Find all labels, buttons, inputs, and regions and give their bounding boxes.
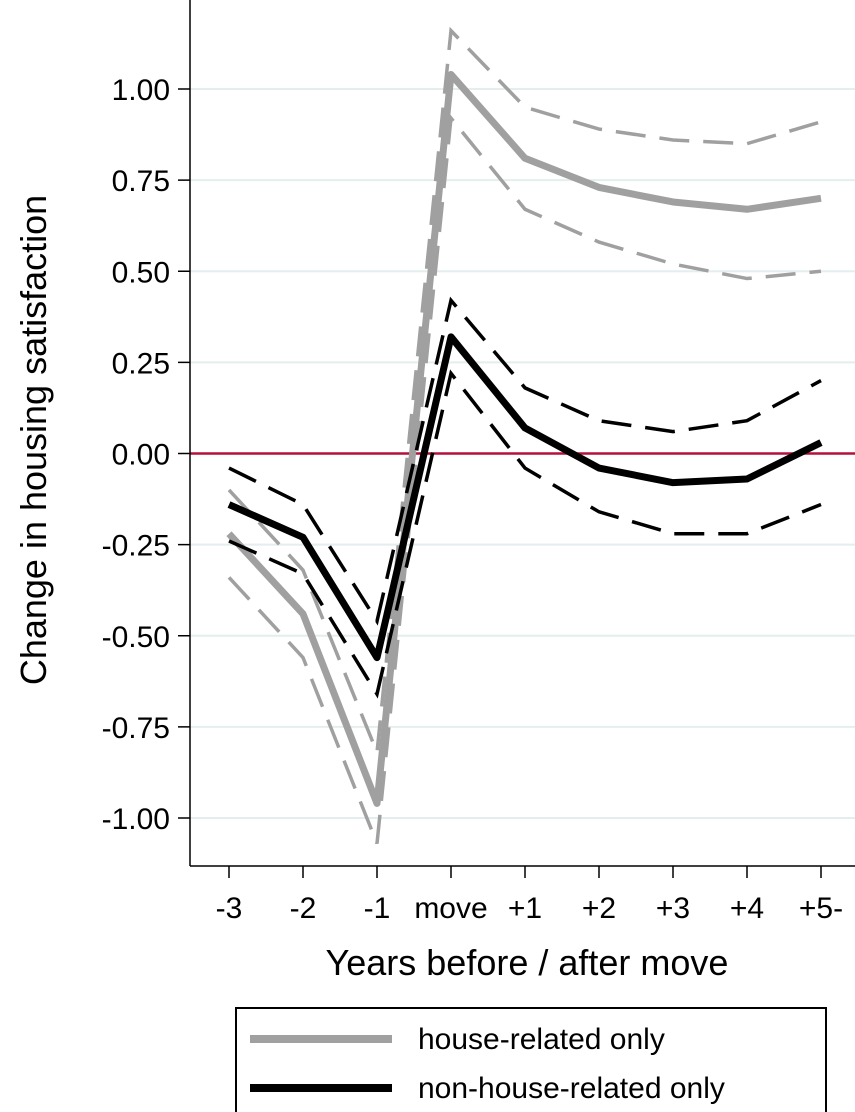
y-tick-label: 1.00 [112, 74, 170, 107]
y-tick-label: 0.75 [112, 165, 170, 198]
x-tick-label: +3 [656, 892, 690, 925]
legend-label-house-related: house-related only [418, 1023, 665, 1056]
y-tick-label: 0.50 [112, 256, 170, 289]
x-tick-label: +5- [799, 892, 843, 925]
legend-label-non-house-related: non-house-related only [418, 1072, 725, 1105]
legend-box [235, 1007, 827, 1112]
series-lines [226, 26, 823, 845]
x-tick-label: +4 [730, 892, 764, 925]
y-tick-label: -0.25 [102, 530, 170, 563]
ci-upper-line [228, 296, 822, 626]
y-tick-label: -0.50 [102, 621, 170, 654]
y-tick-label: 0.25 [112, 347, 170, 380]
x-tick-label: -2 [290, 892, 317, 925]
x-tick-label: -3 [216, 892, 243, 925]
x-tick-label: +2 [582, 892, 616, 925]
y-ticks: 1.00 0.75 0.50 0.25 0.00 -0.25 -0.50 -0.75 -1.00 [102, 74, 190, 836]
y-axis-title: Change in housing satisfaction [13, 195, 54, 685]
x-tick-label: move [414, 892, 487, 925]
x-tick-label: +1 [508, 892, 542, 925]
y-tick-label: -0.75 [102, 712, 170, 745]
ci-lower-line [227, 113, 822, 845]
x-axis-title: Years before / after move [326, 942, 729, 983]
y-tick-label: 0.00 [112, 439, 170, 472]
ci-upper-line [227, 26, 822, 754]
series-house-related [226, 26, 822, 845]
y-tick-label: -1.00 [102, 803, 170, 836]
ci-lower-line [228, 369, 822, 699]
estimate-line [226, 70, 822, 807]
x-tick-label: -1 [364, 892, 391, 925]
axes [189, 0, 855, 867]
x-ticks: -3 -2 -1 move +1 +2 +3 +4 +5- [216, 866, 843, 925]
legend: house-related only non-house-related onl… [235, 1007, 827, 1112]
series-non-house-related [227, 296, 823, 699]
estimate-line [227, 333, 823, 662]
